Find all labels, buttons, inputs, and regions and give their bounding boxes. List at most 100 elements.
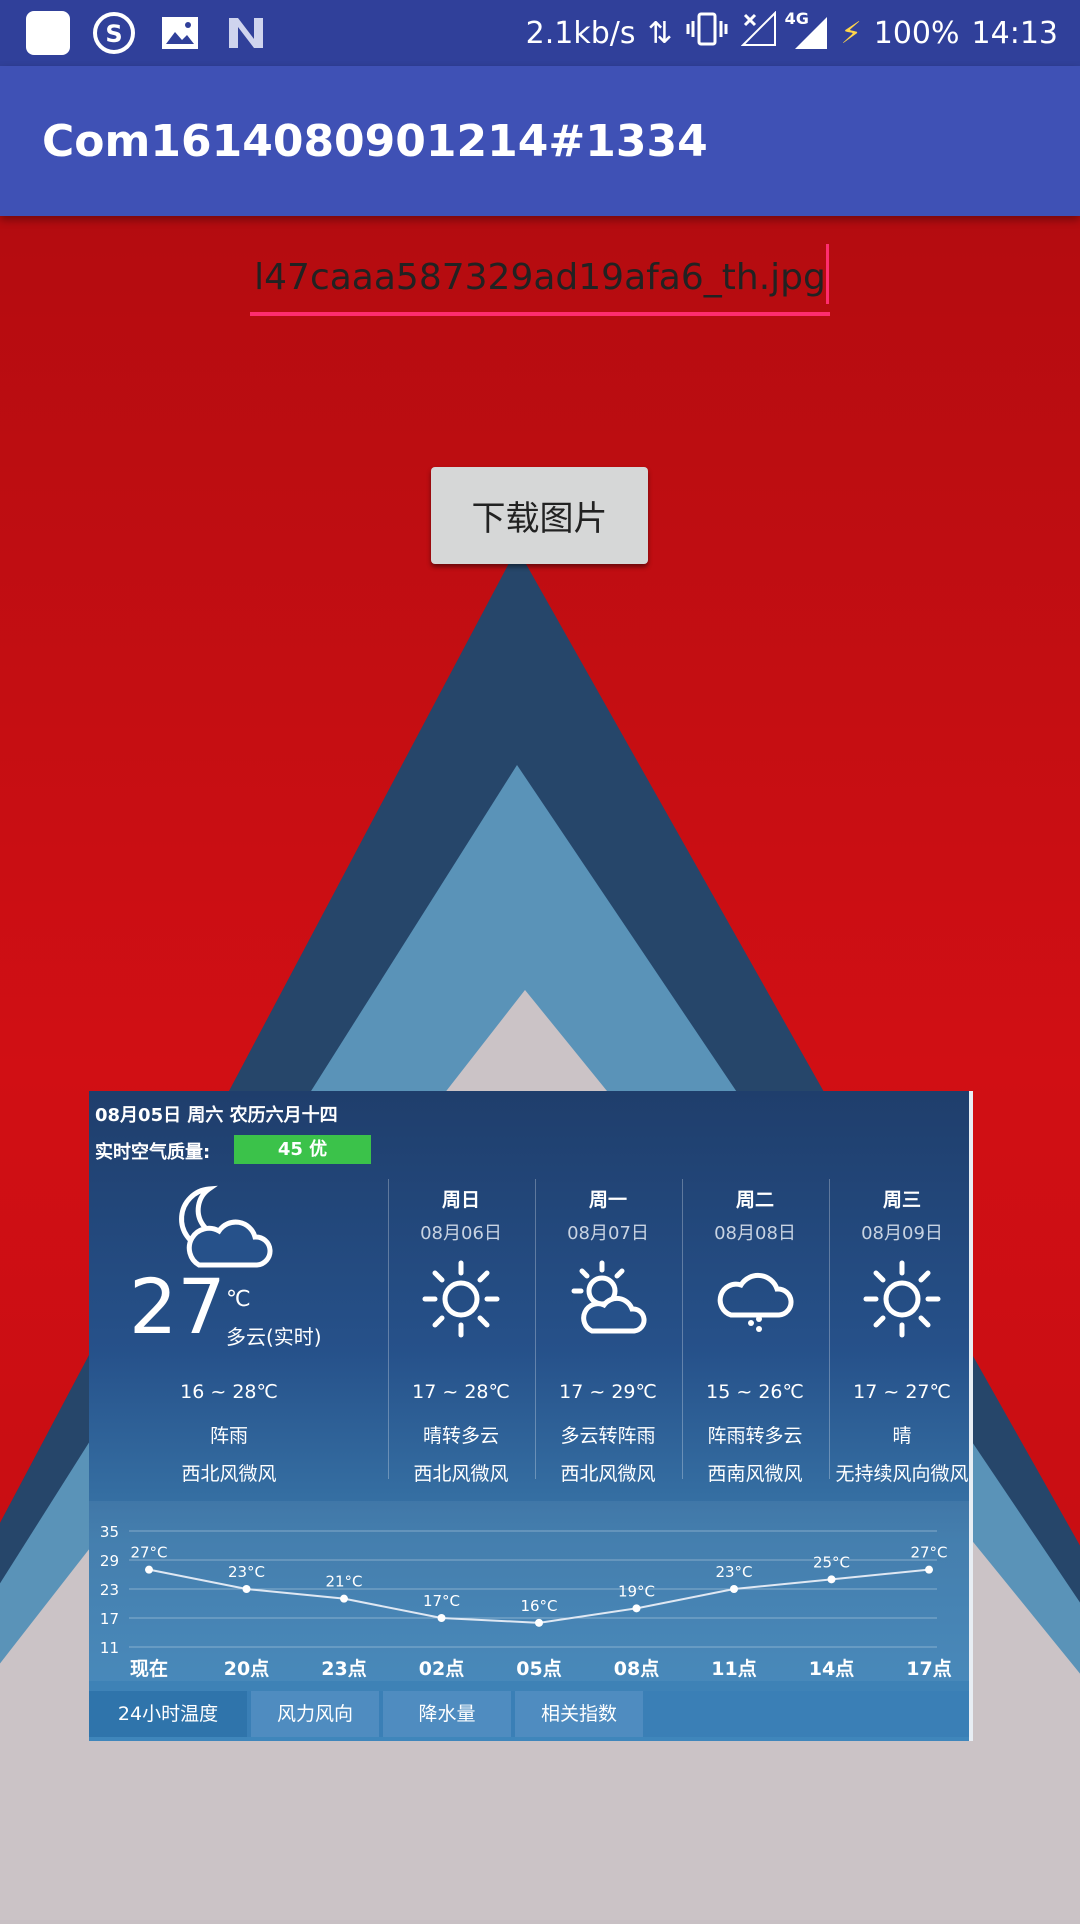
forecast-wind: 西北风微风 [560, 1463, 656, 1485]
current-temperature: 27 [129, 1262, 226, 1351]
tab-indices[interactable]: 相关指数 [515, 1691, 643, 1737]
column-divider [388, 1179, 389, 1479]
network-speed: 2.1kb/s [525, 15, 636, 51]
today-wind: 西北风微风 [181, 1463, 277, 1485]
forecast-wind: 西南风微风 [707, 1463, 803, 1485]
forecast-day: 周二 08月08日 15 ~ 26℃ 阵雨转多云 西南风微风 [682, 1179, 828, 1573]
app-square-icon [26, 11, 70, 55]
x-tick-label: 20点 [224, 1658, 269, 1680]
air-quality-badge: 45 优 [234, 1135, 371, 1164]
data-arrows-icon: ⇅ [647, 15, 673, 51]
forecast-range: 15 ~ 26℃ [706, 1381, 804, 1403]
temperature-point [242, 1585, 251, 1593]
x-tick-label: 11点 [711, 1658, 756, 1680]
svg-text:S: S [105, 20, 122, 48]
y-tick-label: 29 [100, 1552, 119, 1570]
temperature-line-chart: 35 29 23 17 11 27°C 现在 23°C 20点 21°C 23点 17°C 02点 16°… [100, 1523, 952, 1680]
filename-input[interactable] [250, 242, 830, 316]
data-label: 25°C [813, 1553, 850, 1571]
downloaded-weather-image: 08月05日 周六 农历六月十四 实时空气质量: 45 优 27 ℃ 多云(实时… [89, 1091, 973, 1741]
x-tick-label: 08点 [614, 1658, 659, 1680]
forecast-date: 08月08日 [714, 1223, 796, 1244]
x-tick-label: 05点 [516, 1658, 561, 1680]
sun-icon [421, 1259, 501, 1343]
forecast-range: 17 ~ 28℃ [412, 1381, 510, 1403]
temperature-point [145, 1565, 153, 1574]
sun-icon [862, 1259, 942, 1343]
tab-wind[interactable]: 风力风向 [251, 1691, 379, 1737]
temperature-point [535, 1618, 543, 1627]
weather-date: 08月05日 周六 农历六月十四 [95, 1105, 338, 1126]
x-tick-label: 14点 [809, 1658, 854, 1680]
forecast-date: 08月06日 [420, 1223, 502, 1244]
data-label: 23°C [228, 1563, 265, 1581]
data-label: 21°C [325, 1573, 362, 1591]
download-image-button[interactable]: 下载图片 [431, 467, 648, 564]
data-label: 17°C [423, 1592, 460, 1610]
forecast-weekday: 周日 [441, 1189, 480, 1211]
weather-tabs: 24小时温度 风力风向 降水量 相关指数 [89, 1691, 969, 1737]
temperature-point [632, 1604, 641, 1613]
temperature-point [827, 1575, 836, 1584]
rain-cloud-icon [715, 1259, 795, 1343]
charging-icon: ⚡ [840, 15, 862, 51]
forecast-condition: 阵雨转多云 [707, 1425, 803, 1447]
temperature-point [925, 1565, 933, 1574]
data-label: 19°C [618, 1582, 655, 1600]
y-tick-label: 11 [100, 1639, 119, 1657]
air-quality-label: 实时空气质量: [95, 1142, 211, 1163]
temperature-point [730, 1585, 738, 1593]
today-range: 16 ~ 28℃ [180, 1381, 278, 1403]
forecast-wind: 无持续风向微风 [835, 1463, 969, 1485]
tab-24h-temperature[interactable]: 24小时温度 [89, 1691, 247, 1737]
x-tick-label: 17点 [906, 1658, 951, 1680]
vibrate-icon [685, 11, 729, 55]
n-icon [224, 11, 268, 55]
forecast-day: 周日 08月06日 17 ~ 28℃ 晴转多云 西北风微风 [388, 1179, 534, 1573]
text-caret [826, 244, 829, 304]
forecast-condition: 晴转多云 [422, 1425, 499, 1447]
forecast-wind: 西北风微风 [413, 1463, 509, 1485]
today-condition: 阵雨 [209, 1425, 248, 1447]
forecast-weekday: 周三 [882, 1189, 921, 1211]
y-tick-label: 17 [100, 1610, 119, 1628]
column-divider [829, 1179, 830, 1479]
tab-precipitation[interactable]: 降水量 [383, 1691, 511, 1737]
moon-cloud-icon [169, 1181, 279, 1275]
forecast-weekday: 周一 [588, 1189, 627, 1211]
forecast-condition: 多云转阵雨 [560, 1425, 656, 1447]
forecast-range: 17 ~ 27℃ [853, 1381, 951, 1403]
x-tick-label: 02点 [419, 1658, 464, 1680]
forecast-date: 08月09日 [861, 1223, 943, 1244]
signal-4g-icon: 4G [785, 9, 829, 51]
battery-level: 100% [873, 15, 960, 51]
forecast-range: 17 ~ 29℃ [559, 1381, 657, 1403]
gallery-icon [158, 11, 202, 55]
temperature-point [340, 1594, 348, 1603]
hourly-temperature-chart: 35 29 23 17 11 27°C 现在 23°C 20点 21°C 23点 17°C 02点 16°… [89, 1501, 969, 1681]
x-tick-label: 23点 [321, 1658, 366, 1680]
data-label: 27°C [910, 1544, 947, 1562]
data-label: 16°C [520, 1597, 557, 1615]
column-divider [535, 1179, 536, 1479]
no-signal-icon [740, 10, 777, 55]
status-bar: S 2.1kb/s ⇅ 4G ⚡ 100% 14:13 [0, 0, 1080, 66]
forecast-weekday: 周二 [735, 1189, 774, 1211]
app-bar: Com1614080901214#1334 [0, 66, 1080, 216]
data-label: 27°C [130, 1544, 167, 1562]
forecast-day: 周一 08月07日 17 ~ 29℃ 多云转阵雨 西北风微风 [535, 1179, 681, 1573]
x-tick-label: 现在 [130, 1657, 168, 1680]
clock: 14:13 [971, 15, 1058, 51]
column-divider [682, 1179, 683, 1479]
temperature-point [437, 1614, 446, 1622]
y-tick-label: 23 [100, 1581, 119, 1599]
forecast-condition: 晴 [892, 1425, 912, 1447]
app-title: Com1614080901214#1334 [42, 116, 708, 167]
forecast-day: 周三 08月09日 17 ~ 27℃ 晴 无持续风向微风 [829, 1179, 969, 1573]
sogou-icon: S [92, 11, 136, 55]
current-condition: 多云(实时) [226, 1325, 322, 1349]
data-label: 23°C [715, 1563, 752, 1581]
y-tick-label: 35 [100, 1523, 119, 1541]
temperature-unit: ℃ [226, 1287, 251, 1312]
network-type: 4G [784, 9, 809, 28]
